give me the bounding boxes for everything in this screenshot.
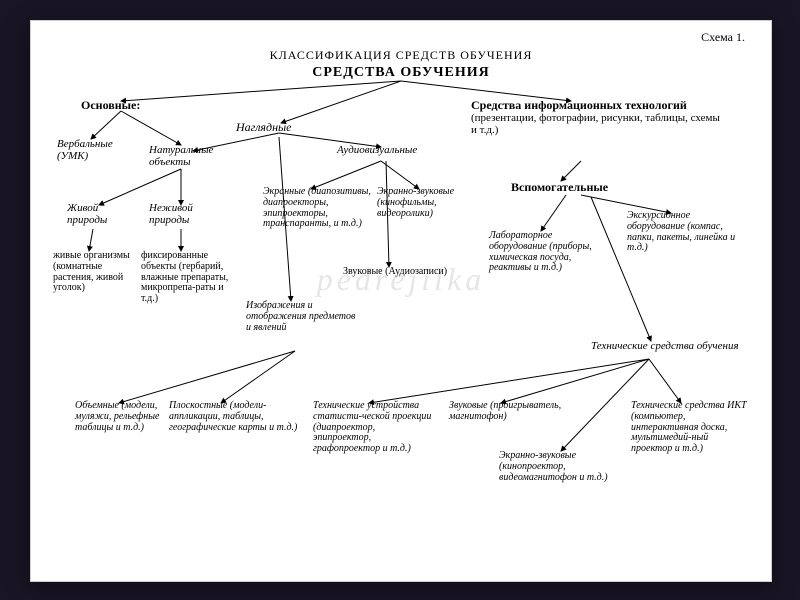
- root-title: СРЕДСТВА ОБУЧЕНИЯ: [31, 65, 771, 80]
- node-inf-tech-examples: (презентации, фотографии, рисунки, табли…: [471, 113, 721, 137]
- node-audiovisual: Аудиовизуальные: [337, 145, 457, 157]
- subtitle: КЛАССИФИКАЦИЯ СРЕДСТВ ОБУЧЕНИЯ: [31, 49, 771, 62]
- node-ekrannye: Экранные (диапозитивы, диапроекторы, эпи…: [263, 187, 373, 230]
- node-teh-ustroystva: Технические устройства статисти-ческой п…: [313, 401, 433, 455]
- node-vspomogatelnye: Вспомогательные: [511, 181, 641, 194]
- node-zhivye-organizmy: живые организмы (комнатные растения, жив…: [53, 251, 141, 294]
- node-obyemnye: Объемные (модели, муляжи, рельефные табл…: [75, 401, 163, 433]
- node-ekranno-zvukovye: Экранно-звуковые (кинофильмы, видеоролик…: [377, 187, 477, 219]
- node-nezhivoy-prirody: Неживой природы: [149, 203, 229, 227]
- node-ikt: Технические средства ИКТ (компьютер, инт…: [631, 401, 751, 455]
- node-ekranno-zvukovye-2: Экранно-звуковые (кинопроектор, видеомаг…: [499, 451, 629, 483]
- node-zvukovye-2: Звуковые (проигрыватель, магнитофон): [449, 401, 569, 423]
- node-inf-tech: Средства информационных технологий: [471, 99, 751, 112]
- node-ploskostnye: Плоскостные (модели-аппликации, таблицы,…: [169, 401, 299, 433]
- node-naturalnye: Натуральные объекты: [149, 145, 241, 169]
- node-naglyadnye: Наглядные: [236, 121, 326, 134]
- scheme-label: Схема 1.: [701, 31, 745, 44]
- node-ekskurs-oborud: Экскурсионное оборудование (компас, папк…: [627, 211, 747, 254]
- node-verbalnye: Вербальные (УМК): [57, 139, 139, 163]
- node-tso: Технические средства обучения: [591, 341, 741, 353]
- node-zvukovye: Звуковые (Аудиозаписи): [343, 267, 453, 278]
- node-lab-oborudovanie: Лабораторное оборудование (приборы, хими…: [489, 231, 609, 274]
- node-zhivoy-prirody: Живой природы: [67, 203, 137, 227]
- node-fixir-objekty: фиксированные объекты (гербарий, влажные…: [141, 251, 241, 305]
- node-izobrazheniya: Изображения и отображения предметов и яв…: [246, 301, 356, 333]
- node-osnovnye: Основные:: [81, 99, 171, 112]
- page-frame: pedrejilka Схема 1. КЛАССИФИКАЦИЯ СРЕДСТ…: [30, 20, 772, 582]
